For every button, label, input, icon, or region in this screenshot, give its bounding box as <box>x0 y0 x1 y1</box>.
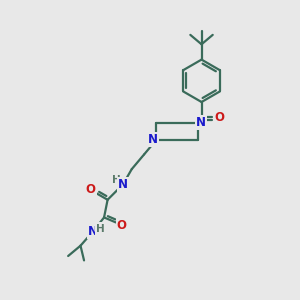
Text: N: N <box>88 225 98 238</box>
Text: O: O <box>117 219 127 232</box>
Text: H: H <box>96 224 105 234</box>
Text: O: O <box>214 111 224 124</box>
Text: O: O <box>85 183 95 196</box>
Text: N: N <box>118 178 128 191</box>
Text: N: N <box>148 133 158 146</box>
Text: H: H <box>112 175 121 185</box>
Text: N: N <box>196 116 206 129</box>
